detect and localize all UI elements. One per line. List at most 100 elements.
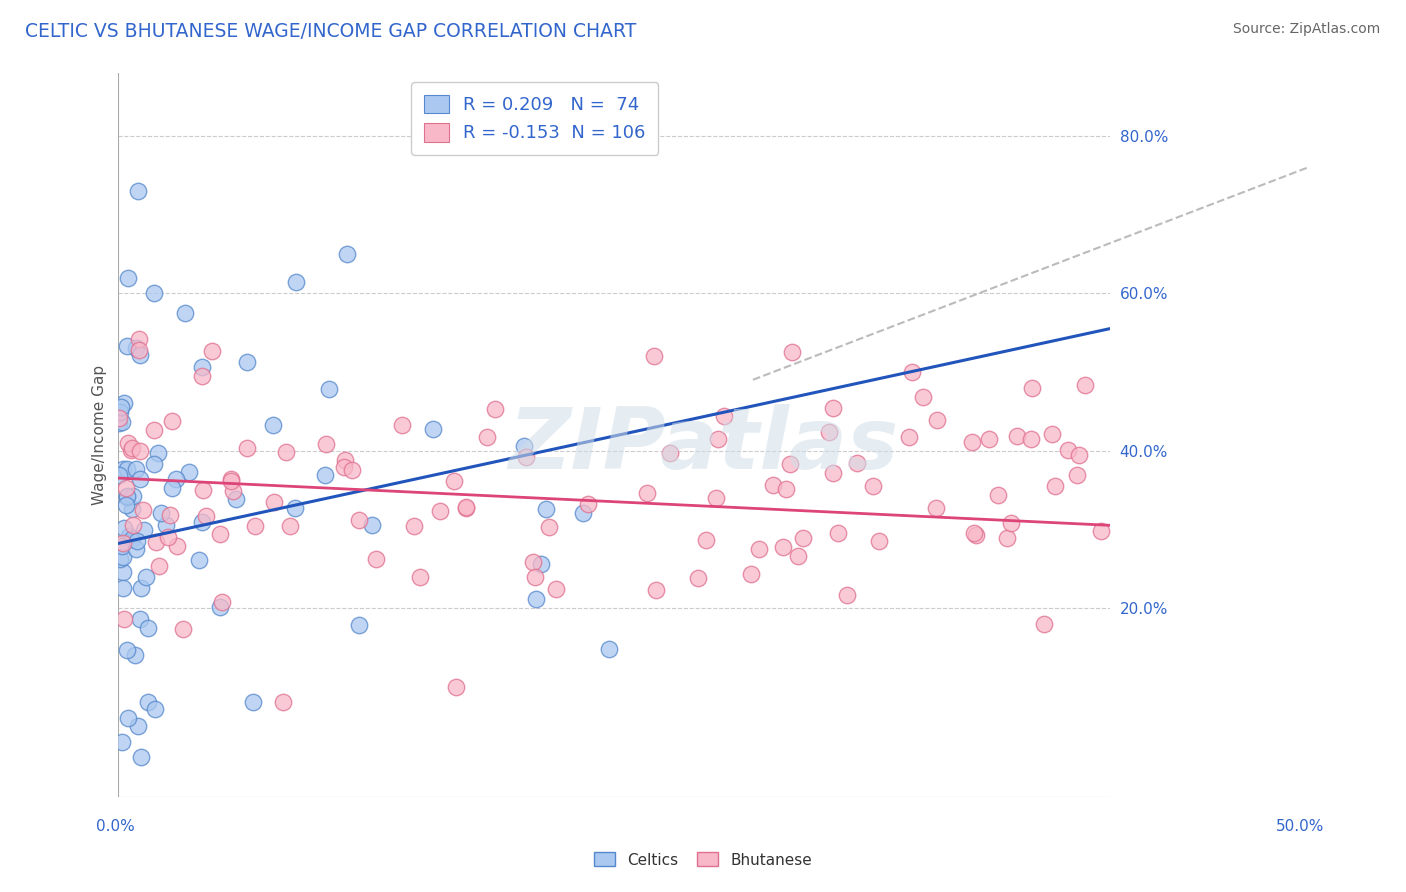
Point [125, 541, 148, 556]
Point [1066, 468, 1088, 483]
Point [837, 589, 859, 603]
Point [775, 482, 797, 496]
Point [1019, 433, 1042, 447]
Point [443, 474, 465, 488]
Point [190, 515, 212, 529]
Point [1007, 429, 1029, 443]
Point [817, 425, 839, 440]
Point [823, 401, 845, 416]
Point [315, 437, 337, 451]
Point [125, 342, 148, 356]
Point [868, 534, 890, 549]
Text: ZIPatlas: ZIPatlas [508, 404, 898, 488]
Text: 0.0%: 0.0% [96, 820, 135, 834]
Point [201, 344, 224, 359]
Point [124, 648, 146, 663]
Point [263, 494, 285, 508]
Point [129, 472, 152, 486]
Point [127, 184, 149, 198]
Legend: Celtics, Bhutanese: Celtics, Bhutanese [588, 847, 818, 873]
Point [1021, 381, 1043, 395]
Point [900, 365, 922, 379]
Point [1000, 516, 1022, 531]
Point [963, 526, 986, 541]
Point [242, 695, 264, 709]
Point [135, 570, 157, 584]
Point [160, 414, 183, 428]
Point [148, 558, 170, 573]
Point [112, 521, 135, 535]
Point [422, 422, 444, 436]
Point [827, 526, 849, 541]
Legend: R = 0.209   N =  74, R = -0.153  N = 106: R = 0.209 N = 74, R = -0.153 N = 106 [411, 82, 658, 155]
Point [530, 557, 553, 571]
Point [222, 483, 245, 498]
Point [1040, 426, 1063, 441]
Point [772, 540, 794, 554]
Point [128, 343, 150, 358]
Point [318, 382, 340, 396]
Point [484, 402, 506, 417]
Point [117, 643, 139, 657]
Point [159, 508, 181, 522]
Point [278, 518, 301, 533]
Point [127, 533, 149, 548]
Point [333, 459, 356, 474]
Point [211, 595, 233, 609]
Point [111, 415, 134, 429]
Point [108, 411, 131, 425]
Point [114, 482, 136, 496]
Point [128, 332, 150, 346]
Point [762, 478, 785, 492]
Point [191, 483, 214, 497]
Point [112, 535, 135, 549]
Point [284, 501, 307, 516]
Point [235, 441, 257, 455]
Point [515, 450, 537, 465]
Point [131, 502, 153, 516]
Point [409, 570, 432, 584]
Point [115, 461, 138, 475]
Point [121, 502, 143, 516]
Point [115, 338, 138, 352]
Point [276, 444, 298, 458]
Point [977, 432, 1000, 446]
Point [1056, 442, 1078, 457]
Point [342, 463, 364, 477]
Point [124, 462, 146, 476]
Text: 50.0%: 50.0% [1277, 820, 1324, 834]
Point [360, 518, 382, 533]
Point [576, 497, 599, 511]
Point [898, 430, 921, 444]
Point [347, 618, 370, 632]
Point [136, 695, 159, 709]
Point [713, 409, 735, 423]
Text: CELTIC VS BHUTANESE WAGE/INCOME GAP CORRELATION CHART: CELTIC VS BHUTANESE WAGE/INCOME GAP CORR… [25, 22, 637, 41]
Point [236, 355, 259, 369]
Point [995, 531, 1018, 545]
Y-axis label: Wage/Income Gap: Wage/Income Gap [93, 365, 107, 505]
Point [537, 520, 560, 534]
Point [546, 582, 568, 597]
Point [208, 527, 231, 541]
Point [748, 542, 770, 557]
Point [157, 530, 180, 544]
Point [364, 552, 387, 566]
Point [782, 345, 804, 359]
Point [112, 461, 135, 475]
Point [1045, 479, 1067, 493]
Point [195, 509, 218, 524]
Point [143, 423, 166, 437]
Point [779, 457, 801, 471]
Point [112, 612, 135, 626]
Point [136, 621, 159, 635]
Point [111, 549, 134, 564]
Point [172, 622, 194, 636]
Point [174, 306, 197, 320]
Point [112, 581, 135, 595]
Point [271, 695, 294, 709]
Point [122, 518, 145, 533]
Point [456, 500, 478, 515]
Point [391, 417, 413, 432]
Point [112, 565, 135, 579]
